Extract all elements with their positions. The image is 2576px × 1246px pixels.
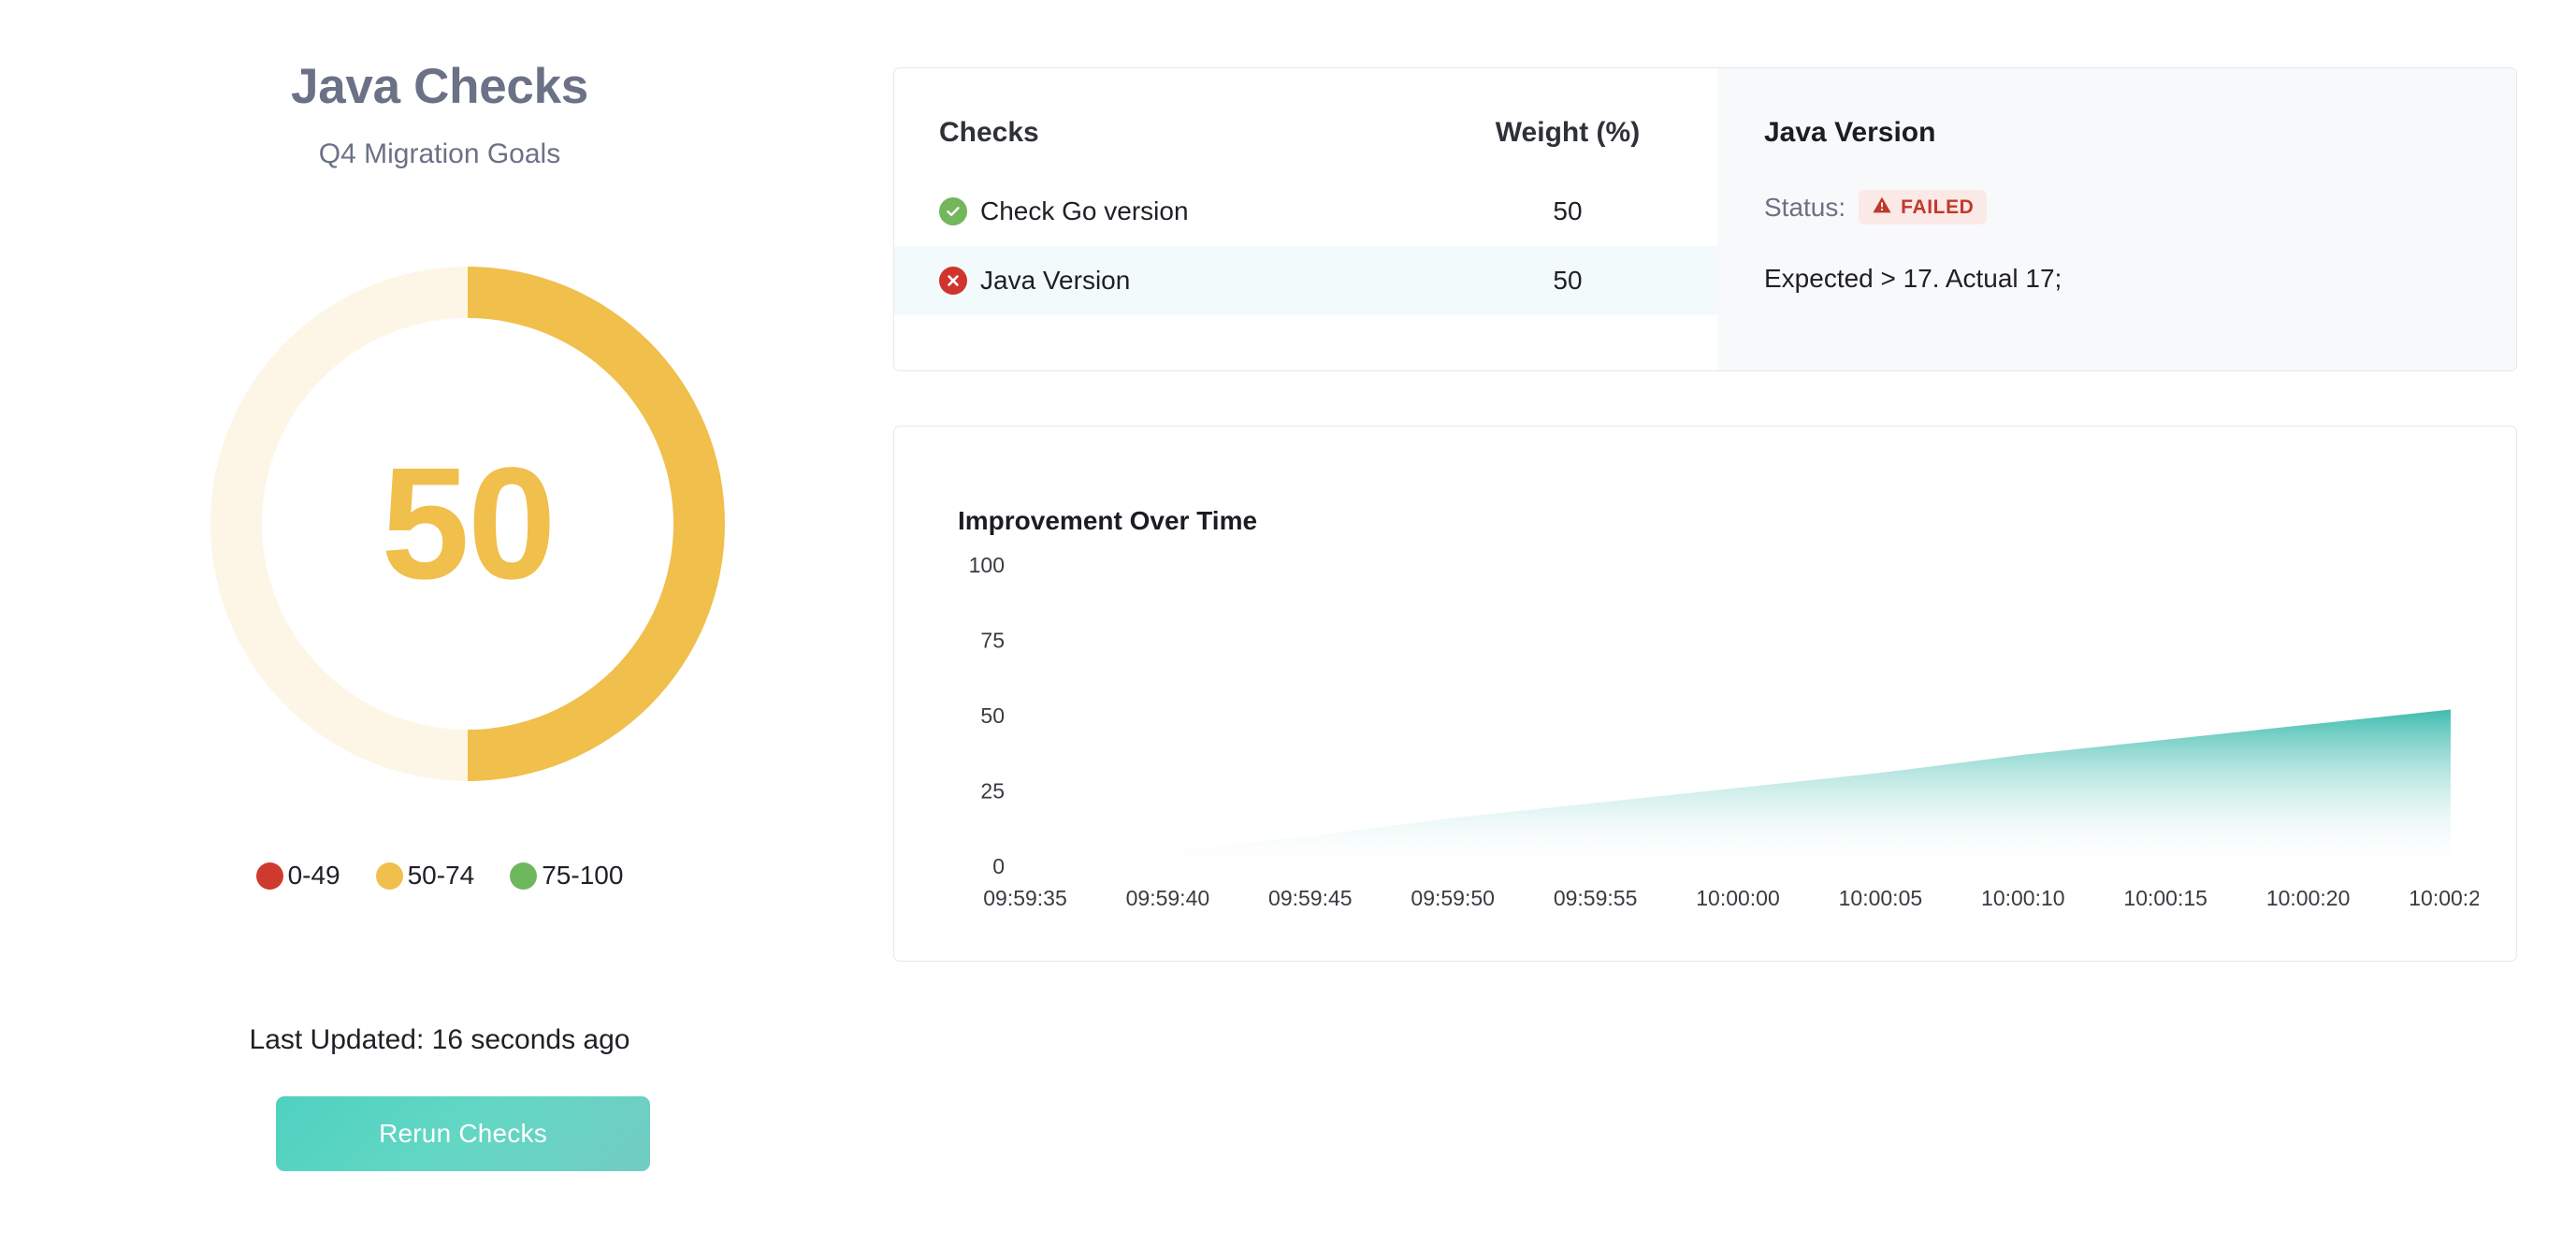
- legend-dot-red: [255, 862, 283, 890]
- x-circle-icon: [939, 267, 967, 295]
- x-tick-label: 10:00:05: [1839, 886, 1923, 910]
- y-tick-label: 50: [980, 703, 1005, 728]
- check-name-cell: Java Version: [894, 246, 1446, 315]
- y-tick-label: 100: [969, 553, 1005, 577]
- x-tick-label: 10:00:15: [2123, 886, 2207, 910]
- table-header-row: Checks Weight (%): [894, 68, 1717, 177]
- column-header-weight: Weight (%): [1495, 117, 1641, 148]
- detail-message: Expected > 17. Actual 17;: [1764, 264, 2062, 293]
- check-detail-pane: Java Version Status: FAILED Expected > 1…: [1717, 68, 2516, 370]
- legend-dot-amber: [375, 862, 403, 890]
- legend-item-mid: 50-74: [375, 861, 475, 891]
- checks-table: Checks Weight (%) Check Go version: [894, 68, 1717, 315]
- check-name-label: Java Version: [980, 266, 1131, 295]
- area-series-score: [1025, 709, 2451, 866]
- page-subtitle: Q4 Migration Goals: [318, 138, 561, 169]
- y-axis-ticks: 0 25 50 75 100: [969, 553, 1005, 878]
- legend-label-low: 0-49: [287, 861, 340, 890]
- x-tick-label: 10:00:20: [2266, 886, 2351, 910]
- check-weight-cell: 50: [1446, 246, 1717, 315]
- chart-title: Improvement Over Time: [958, 506, 1258, 535]
- legend-item-low: 0-49: [255, 861, 340, 891]
- rerun-checks-button[interactable]: Rerun Checks: [276, 1096, 650, 1171]
- x-tick-label: 09:59:35: [983, 886, 1067, 910]
- legend-dot-green: [510, 862, 538, 890]
- column-header-checks: Checks: [939, 117, 1039, 148]
- check-name-label: Check Go version: [980, 196, 1189, 225]
- y-tick-label: 0: [992, 854, 1005, 878]
- status-badge: FAILED: [1859, 190, 1988, 225]
- score-gauge: 50: [210, 267, 725, 781]
- detail-status-label: Status:: [1764, 192, 1846, 222]
- table-row[interactable]: Check Go version 50: [894, 177, 1717, 246]
- y-tick-label: 25: [980, 779, 1005, 804]
- check-circle-icon: [939, 197, 967, 225]
- x-tick-label: 09:59:50: [1411, 886, 1495, 910]
- check-weight-cell: 50: [1553, 196, 1583, 225]
- y-tick-label: 75: [980, 629, 1005, 653]
- table-row[interactable]: Java Version 50: [894, 246, 1717, 315]
- status-badge-text: FAILED: [1901, 196, 1975, 218]
- improvement-chart-card: Improvement Over Time 0 25 50 75 100 09:59:3…: [893, 426, 2517, 962]
- gauge-legend: 0-49 50-74 75-100: [0, 861, 879, 891]
- check-name-cell: Check Go version: [894, 177, 1446, 246]
- gauge-value-label: 50: [381, 435, 556, 613]
- gauge-ring: [210, 267, 725, 781]
- gauge-inner-hole: [262, 318, 673, 730]
- checks-table-pane: Checks Weight (%) Check Go version: [894, 68, 1717, 370]
- legend-item-high: 75-100: [510, 861, 623, 891]
- legend-label-high: 75-100: [542, 861, 624, 890]
- x-tick-label: 09:59:45: [1268, 886, 1353, 910]
- last-updated-text: Last Updated: 16 seconds ago: [249, 1024, 630, 1055]
- x-tick-label: 10:00:00: [1696, 886, 1780, 910]
- x-tick-label: 09:59:40: [1126, 886, 1210, 910]
- checks-card: Checks Weight (%) Check Go version: [893, 67, 2517, 371]
- checks-table-body: Check Go version 50 Java Ve: [894, 177, 1717, 315]
- x-tick-label: 10:00:10: [1981, 886, 2065, 910]
- chart-plot-area: 0 25 50 75 100 09:59:35 09:59:40 09:59:45 09:59…: [932, 548, 2479, 941]
- x-axis-ticks: 09:59:35 09:59:40 09:59:45 09:59:50 09:59:55…: [983, 886, 2479, 910]
- page-title: Java Checks: [291, 59, 588, 114]
- warning-triangle-icon: [1872, 196, 1892, 219]
- checks-table-head: Checks Weight (%): [894, 68, 1717, 177]
- summary-panel: Java Checks Q4 Migration Goals 50 0-49 5…: [0, 0, 879, 1246]
- x-tick-label: 09:59:55: [1554, 886, 1638, 910]
- x-tick-label: 10:00:25: [2409, 886, 2479, 910]
- detail-status-row: Status: FAILED: [1764, 190, 2516, 225]
- legend-label-mid: 50-74: [407, 861, 475, 890]
- detail-title: Java Version: [1764, 117, 1936, 148]
